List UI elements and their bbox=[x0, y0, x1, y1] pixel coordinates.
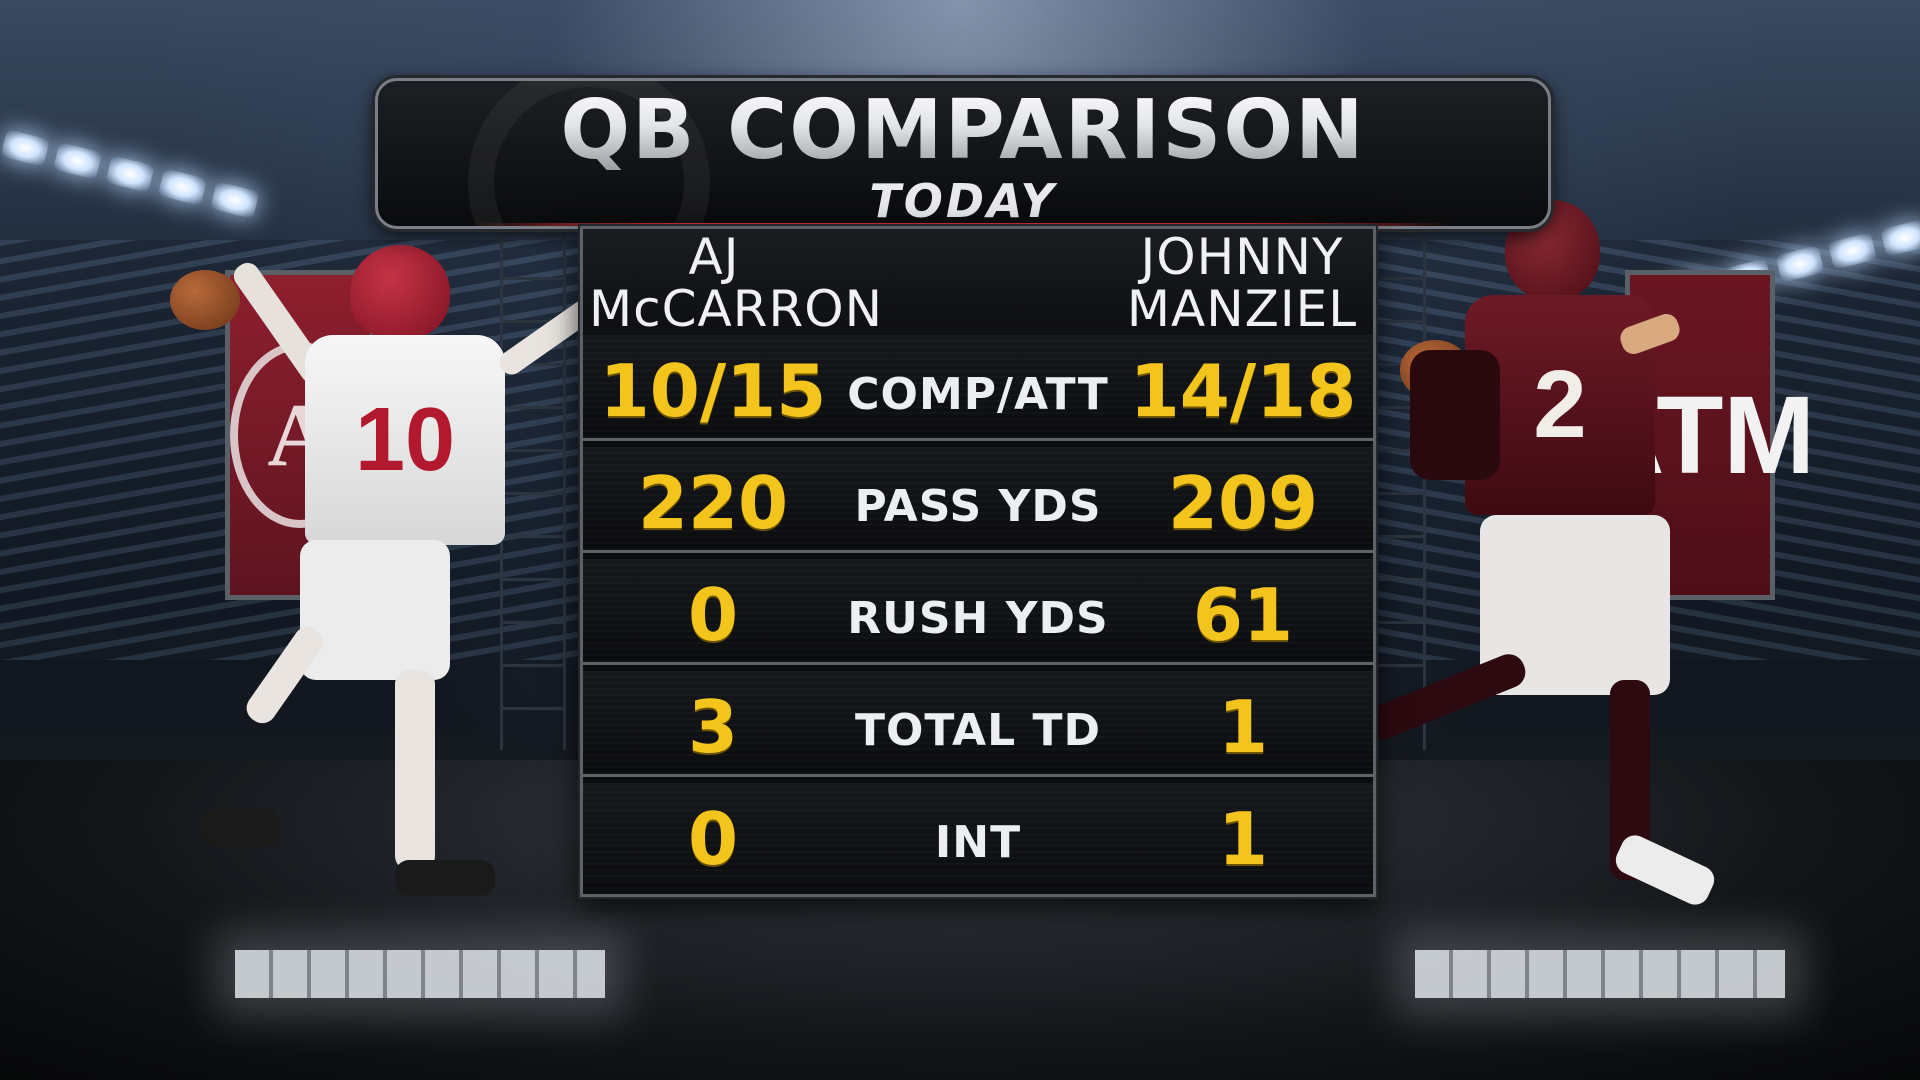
player-left-image: 10 bbox=[140, 240, 616, 920]
stat-row: 10/15 COMP/ATT 14/18 bbox=[583, 335, 1373, 441]
title-panel: QB COMPARISON TODAY bbox=[375, 78, 1551, 229]
graphic-subtitle: TODAY bbox=[869, 174, 1057, 228]
header-accent-line bbox=[470, 223, 1450, 226]
stat-label: TOTAL TD bbox=[855, 705, 1101, 756]
stat-label: RUSH YDS bbox=[847, 593, 1109, 644]
left-player-first-name: AJ bbox=[688, 228, 740, 286]
stat-row: 0 INT 1 bbox=[583, 783, 1373, 889]
left-jersey-number: 10 bbox=[305, 335, 505, 545]
stadium-lights-left bbox=[0, 128, 260, 220]
graphic-title: QB COMPARISON bbox=[378, 83, 1548, 178]
player-right-image: 2 bbox=[1359, 200, 1790, 930]
left-stat-value: 220 bbox=[637, 461, 789, 545]
right-player-last-name: MANZIEL bbox=[1126, 280, 1358, 338]
right-stat-value: 1 bbox=[1217, 685, 1269, 769]
right-stat-value: 61 bbox=[1192, 573, 1294, 657]
left-stat-value: 10/15 bbox=[599, 349, 827, 433]
right-stat-value: 1 bbox=[1217, 797, 1269, 881]
pedestal-right bbox=[1415, 950, 1785, 998]
left-stat-value: 0 bbox=[687, 797, 739, 881]
left-player-name: AJ McCARRON bbox=[589, 228, 883, 338]
left-stat-value: 0 bbox=[687, 573, 739, 657]
stat-row: 0 RUSH YDS 61 bbox=[583, 559, 1373, 665]
right-stat-value: 209 bbox=[1167, 461, 1319, 545]
stat-row: 220 PASS YDS 209 bbox=[583, 447, 1373, 553]
stat-label: COMP/ATT bbox=[847, 369, 1109, 420]
stat-label: INT bbox=[934, 817, 1022, 868]
left-player-last-name: McCARRON bbox=[589, 280, 883, 338]
pedestal-left bbox=[235, 950, 605, 998]
stat-label: PASS YDS bbox=[854, 481, 1102, 532]
player-names-row: AJ McCARRON JOHNNY MANZIEL bbox=[583, 229, 1373, 338]
stat-row: 3 TOTAL TD 1 bbox=[583, 671, 1373, 777]
right-player-name: JOHNNY MANZIEL bbox=[1117, 231, 1367, 335]
stats-board: AJ McCARRON JOHNNY MANZIEL 10/15 COMP/AT… bbox=[580, 226, 1376, 897]
right-stat-value: 14/18 bbox=[1129, 349, 1357, 433]
left-stat-value: 3 bbox=[687, 685, 739, 769]
right-player-first-name: JOHNNY bbox=[1140, 228, 1344, 286]
